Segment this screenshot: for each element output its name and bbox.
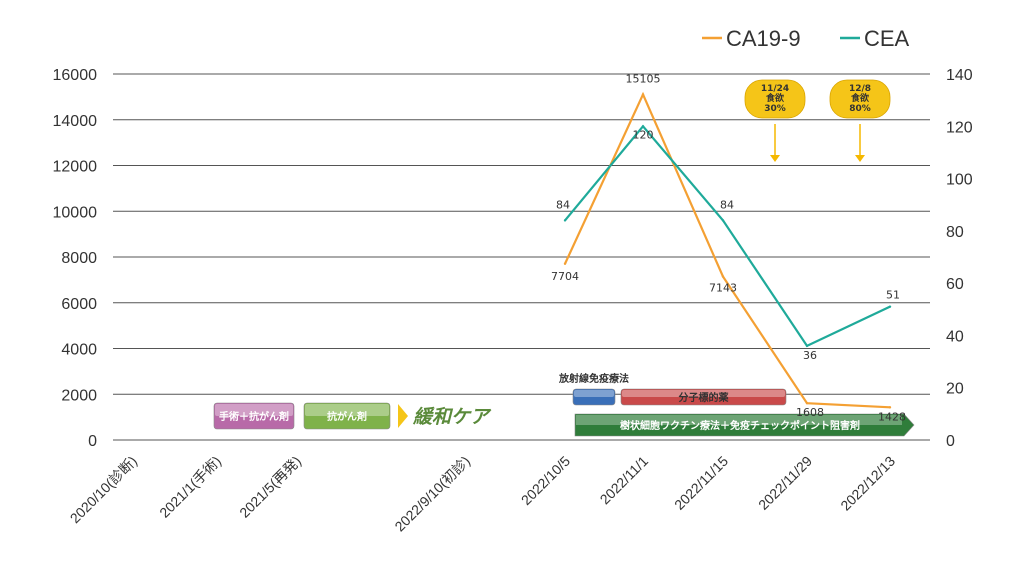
treatment-bar-label: 分子標的薬 xyxy=(679,391,730,404)
right-tick-label: 120 xyxy=(946,119,973,136)
treatment-bar-gloss xyxy=(622,390,785,397)
legend-item: CEA xyxy=(840,26,910,51)
annotation-arrow-icon xyxy=(770,155,780,162)
left-tick-label: 12000 xyxy=(53,159,98,176)
annotation-text: 11/24 xyxy=(761,84,789,94)
series-lines xyxy=(563,91,892,409)
data-label: 84 xyxy=(720,198,734,211)
right-tick-label: 100 xyxy=(946,172,973,189)
x-tick-label: 2020/10(診断) xyxy=(67,453,140,526)
treatment-bars: 手術＋抗がん剤 抗がん剤 緩和ケア 放射線免疫療法分子標的薬樹状細胞ワクチン療法＋免疫… xyxy=(213,372,915,437)
data-point xyxy=(721,219,725,222)
data-labels: 7704 15105 7143 1608 1428 84 120 84 36 51 xyxy=(551,72,906,423)
care-label: 緩和ケア xyxy=(412,406,492,428)
data-point xyxy=(888,305,892,308)
legend-label: CEA xyxy=(864,26,910,51)
annotation-text: 80% xyxy=(849,104,871,114)
treatment-bar: 分子標的薬 xyxy=(620,388,787,406)
x-tick-label: 2021/1(手術) xyxy=(156,453,224,521)
annotation-text: 30% xyxy=(764,104,786,114)
data-label: 51 xyxy=(886,289,900,302)
legend-label: CA19-9 xyxy=(726,26,801,51)
treatment-bar-label: 放射線免疫療法 xyxy=(558,372,629,385)
right-tick-label: 140 xyxy=(946,67,973,84)
legend: CA19-9 CEA xyxy=(702,26,910,51)
treatment-bar xyxy=(572,388,616,406)
annotation-bubble xyxy=(744,79,806,119)
right-tick-label: 80 xyxy=(946,224,964,241)
gridlines xyxy=(113,73,930,441)
data-point xyxy=(641,93,645,96)
left-tick-label: 0 xyxy=(88,433,97,450)
annotation-arrow-icon xyxy=(855,155,865,162)
treatment-bar-rect xyxy=(213,402,295,430)
annotation-bubble xyxy=(829,79,891,119)
treatment-bar-label: 樹状細胞ワクチン療法＋免疫チェックポイント阻害剤 xyxy=(620,419,860,432)
data-point xyxy=(563,262,567,265)
data-label: 36 xyxy=(803,349,817,362)
treatment-bar: 手術＋抗がん剤 xyxy=(213,402,295,430)
series-line xyxy=(564,91,891,409)
data-point xyxy=(805,344,809,348)
annotation-text: 食欲 xyxy=(850,92,869,104)
treatment-bar-gloss xyxy=(305,404,389,416)
treatment-bar-label: 抗がん剤 xyxy=(327,410,367,423)
data-label: 1428 xyxy=(878,410,906,423)
data-label: 84 xyxy=(556,198,570,211)
x-axis-ticks: 2020/10(診断) 2021/1(手術) 2021/5(再発) 2022/9/10… xyxy=(67,453,899,535)
x-tick-label: 2022/11/15 xyxy=(671,453,731,513)
treatment-bar-label: 手術＋抗がん剤 xyxy=(219,410,289,423)
left-tick-label: 10000 xyxy=(53,204,98,221)
treatment-bar-rect xyxy=(620,388,787,406)
data-point xyxy=(888,406,892,409)
right-tick-label: 40 xyxy=(946,328,964,345)
left-tick-label: 14000 xyxy=(53,113,98,130)
left-tick-label: 2000 xyxy=(61,387,97,404)
right-tick-label: 0 xyxy=(946,433,955,450)
x-tick-label: 2022/10/5 xyxy=(518,453,574,509)
left-tick-label: 6000 xyxy=(61,296,97,313)
x-tick-label: 2021/5(再発) xyxy=(236,453,304,521)
data-label: 7704 xyxy=(551,270,579,283)
x-tick-label: 2022/9/10(初診) xyxy=(391,453,473,535)
x-tick-label: 2022/11/29 xyxy=(755,453,815,513)
right-tick-label: 60 xyxy=(946,276,964,293)
left-tick-label: 8000 xyxy=(61,250,97,267)
treatment-bar: 樹状細胞ワクチン療法＋免疫チェックポイント阻害剤 xyxy=(574,413,915,437)
data-point xyxy=(805,402,809,405)
treatment-bar-gloss xyxy=(574,390,614,397)
treatment-bar-gloss xyxy=(215,404,293,416)
right-tick-label: 20 xyxy=(946,381,964,398)
left-tick-label: 4000 xyxy=(61,342,97,359)
legend-item: CA19-9 xyxy=(702,26,801,51)
annotation-text: 12/8 xyxy=(849,84,871,94)
treatment-bar-rect xyxy=(303,402,391,430)
care-arrow-icon xyxy=(398,404,408,428)
data-label: 120 xyxy=(633,128,654,141)
treatment-bar-rect xyxy=(572,388,616,406)
treatment-bar-rect xyxy=(574,413,915,437)
treatment-bar: 抗がん剤 xyxy=(303,402,391,430)
x-tick-label: 2022/11/1 xyxy=(596,453,651,508)
data-label: 15105 xyxy=(626,72,661,85)
data-point xyxy=(641,125,645,128)
data-point xyxy=(721,275,725,278)
data-label: 1608 xyxy=(796,406,824,419)
left-axis-ticks: 0 2000 4000 6000 8000 10000 12000 14000 16000 xyxy=(53,67,98,450)
annotation-text: 食欲 xyxy=(765,92,784,104)
data-label: 7143 xyxy=(709,282,737,295)
treatment-bar-gloss xyxy=(576,415,902,425)
right-axis-ticks: 0 20 40 60 80 100 120 140 xyxy=(946,67,973,450)
x-tick-label: 2022/12/13 xyxy=(837,453,898,514)
data-point xyxy=(563,219,567,222)
left-tick-label: 16000 xyxy=(53,67,98,84)
